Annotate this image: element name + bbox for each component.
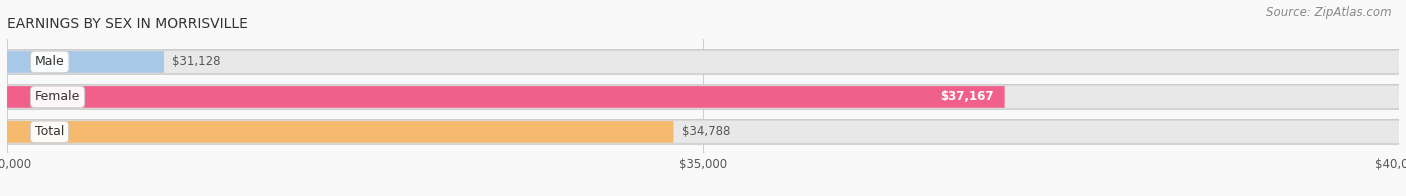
Text: Total: Total — [35, 125, 65, 138]
Text: EARNINGS BY SEX IN MORRISVILLE: EARNINGS BY SEX IN MORRISVILLE — [7, 17, 247, 31]
FancyBboxPatch shape — [7, 120, 1399, 144]
FancyBboxPatch shape — [7, 86, 1399, 108]
Text: $37,167: $37,167 — [941, 90, 994, 103]
Text: $31,128: $31,128 — [173, 55, 221, 68]
FancyBboxPatch shape — [7, 50, 1399, 74]
FancyBboxPatch shape — [7, 121, 1399, 143]
FancyBboxPatch shape — [7, 86, 1005, 108]
Text: Source: ZipAtlas.com: Source: ZipAtlas.com — [1267, 6, 1392, 19]
FancyBboxPatch shape — [7, 51, 165, 73]
Text: Male: Male — [35, 55, 65, 68]
FancyBboxPatch shape — [7, 121, 673, 143]
FancyBboxPatch shape — [7, 85, 1399, 109]
FancyBboxPatch shape — [7, 51, 1399, 73]
Text: $34,788: $34,788 — [682, 125, 730, 138]
Text: Female: Female — [35, 90, 80, 103]
